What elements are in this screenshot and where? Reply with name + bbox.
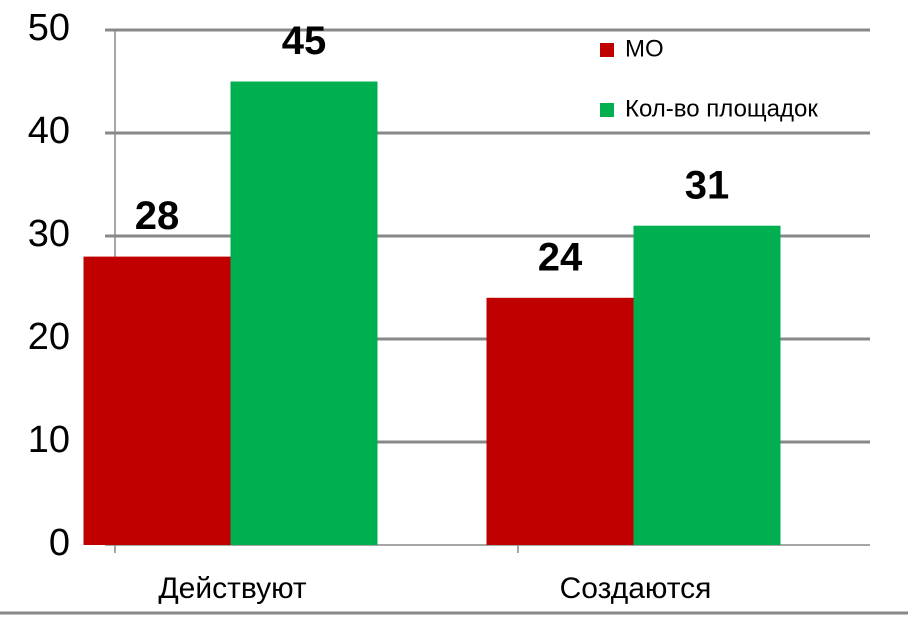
legend-swatch xyxy=(600,103,614,117)
bar xyxy=(231,82,378,546)
legend-label: Кол-во площадок xyxy=(625,95,818,122)
y-tick-label: 0 xyxy=(49,522,70,564)
x-tick-label: Создаются xyxy=(560,572,712,605)
y-tick-label: 50 xyxy=(28,7,70,49)
legend-label: МО xyxy=(625,35,664,62)
y-tick-label: 20 xyxy=(28,316,70,358)
bar xyxy=(634,226,781,545)
chart: 0 10 20 30 40 50 Действуют 28 45 Создаются 24 31 МО К… xyxy=(0,0,908,618)
bar xyxy=(84,257,231,545)
data-label: 45 xyxy=(282,19,327,63)
x-tick-label: Действуют xyxy=(158,572,307,605)
y-tick-label: 30 xyxy=(28,213,70,255)
y-tick-label: 10 xyxy=(28,419,70,461)
bar xyxy=(487,298,634,545)
data-label: 28 xyxy=(135,194,180,238)
y-tick-label: 40 xyxy=(28,110,70,152)
data-label: 31 xyxy=(685,163,730,207)
data-label: 24 xyxy=(538,235,583,279)
legend-swatch xyxy=(600,43,614,57)
